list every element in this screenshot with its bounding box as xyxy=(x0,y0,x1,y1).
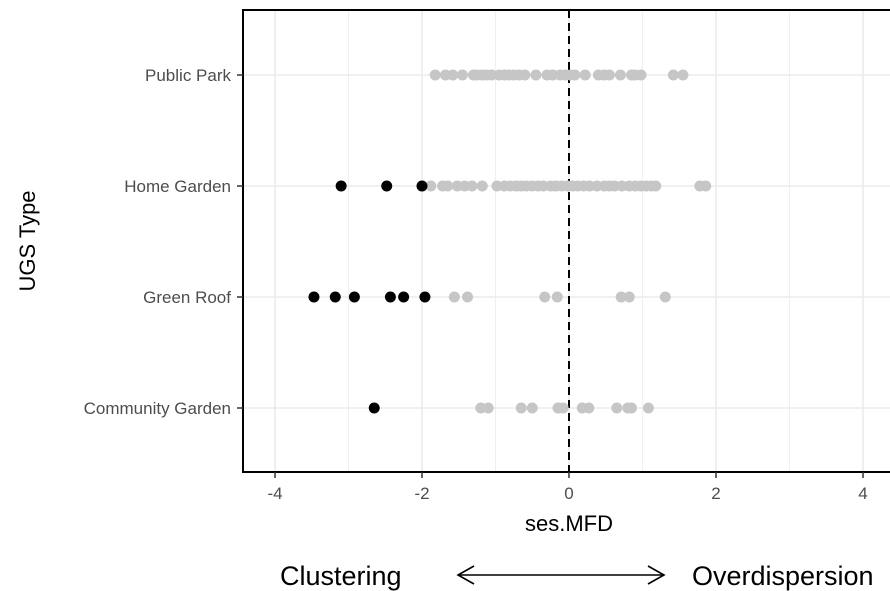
non-significant-point xyxy=(515,402,527,414)
non-significant-point xyxy=(429,69,441,81)
significant-point xyxy=(335,180,347,192)
non-significant-point xyxy=(583,402,595,414)
non-significant-point xyxy=(611,402,623,414)
non-significant-point xyxy=(557,402,569,414)
non-significant-point xyxy=(526,402,538,414)
non-significant-point xyxy=(462,291,474,303)
overdispersion-label: Overdispersion xyxy=(692,561,874,591)
non-significant-point xyxy=(579,69,591,81)
non-significant-point xyxy=(677,69,689,81)
non-significant-point xyxy=(667,69,679,81)
non-significant-point xyxy=(482,402,494,414)
double-arrow-icon xyxy=(456,565,666,585)
x-tick-label: 4 xyxy=(858,484,867,503)
y-tick-label: Community Garden xyxy=(84,399,231,418)
non-significant-point xyxy=(425,180,437,192)
non-significant-point xyxy=(625,402,637,414)
y-tick-label: Green Roof xyxy=(143,288,231,307)
non-significant-point xyxy=(650,180,662,192)
non-significant-point xyxy=(569,69,581,81)
x-tick-label: 0 xyxy=(564,484,573,503)
significant-point xyxy=(368,402,380,414)
y-axis-title: UGS Type xyxy=(15,190,40,291)
x-axis: -4 -2 0 2 4 xyxy=(267,472,868,503)
non-significant-point xyxy=(700,180,712,192)
non-significant-point xyxy=(539,291,551,303)
significant-point xyxy=(381,180,393,192)
non-significant-point xyxy=(530,69,542,81)
non-significant-point xyxy=(442,180,454,192)
significant-point xyxy=(419,291,431,303)
x-tick-label: 2 xyxy=(711,484,720,503)
data-points xyxy=(308,69,712,414)
non-significant-point xyxy=(642,402,654,414)
non-significant-point xyxy=(635,69,647,81)
clustering-label: Clustering xyxy=(280,561,402,591)
x-tick-label: -4 xyxy=(267,484,282,503)
non-significant-point xyxy=(448,291,460,303)
panel-border xyxy=(242,9,890,473)
non-significant-point xyxy=(615,291,627,303)
panel-background xyxy=(243,10,890,472)
significant-point xyxy=(384,291,396,303)
significant-point xyxy=(348,291,360,303)
non-significant-point xyxy=(623,291,635,303)
significant-point xyxy=(398,291,410,303)
x-tick-label: -2 xyxy=(414,484,429,503)
non-significant-point xyxy=(447,69,459,81)
non-significant-point xyxy=(466,180,478,192)
y-axis: Public Park Home Garden Green Roof Communit… xyxy=(84,66,243,418)
non-significant-point xyxy=(476,180,488,192)
significant-point xyxy=(329,291,341,303)
non-significant-point xyxy=(519,69,531,81)
significant-point xyxy=(416,180,428,192)
y-tick-label: Public Park xyxy=(145,66,231,85)
y-tick-label: Home Garden xyxy=(124,177,231,196)
x-axis-title: ses.MFD xyxy=(525,511,613,536)
significant-point xyxy=(308,291,320,303)
non-significant-point xyxy=(456,69,468,81)
non-significant-point xyxy=(614,69,626,81)
non-significant-point xyxy=(659,291,671,303)
non-significant-point xyxy=(603,69,615,81)
non-significant-point xyxy=(551,291,563,303)
